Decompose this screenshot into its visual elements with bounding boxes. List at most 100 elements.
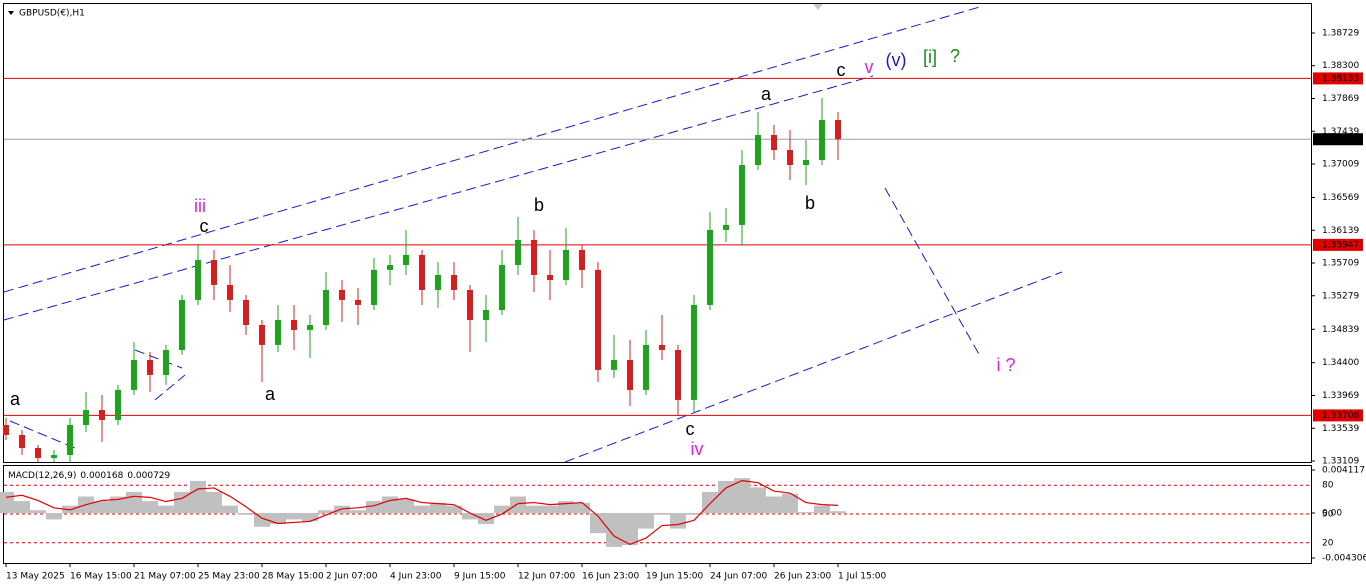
macd-panel	[3, 465, 1312, 564]
price-panel	[3, 3, 1312, 463]
candle-body	[35, 447, 41, 458]
candle-body	[691, 304, 697, 400]
macd-bar	[238, 513, 254, 515]
candle-body	[131, 359, 137, 390]
macd-bar	[14, 501, 30, 514]
macd-bar	[654, 513, 670, 515]
y-tick-label: 1.33969	[1322, 391, 1359, 401]
level-label: 1.35947	[1322, 240, 1359, 250]
candle-body	[659, 344, 665, 350]
y-tick-label: 1.38300	[1322, 61, 1359, 71]
wave-label: i ?	[996, 355, 1015, 375]
candle-body	[163, 349, 169, 375]
macd-bar	[782, 493, 798, 514]
x-tick-label: 26 Jun 23:00	[774, 572, 831, 582]
trend-line	[3, 5, 984, 293]
signal-line	[5, 480, 839, 546]
macd-bar	[206, 491, 222, 514]
macd-bar	[750, 487, 766, 514]
x-tick-label: 4 Jun 23:00	[390, 572, 442, 582]
x-tick-label: 2 Jun 07:00	[326, 572, 378, 582]
candle-body	[51, 454, 57, 458]
level-label: 1.33708	[1322, 411, 1359, 421]
symbol-title: GBPUSD(€),H1	[19, 9, 85, 19]
macd-bar	[318, 510, 334, 514]
y-tick-label: 0.00	[1322, 509, 1342, 519]
macd-bar	[766, 496, 782, 514]
macd-value: 0.000168	[80, 471, 123, 481]
candle-body	[3, 424, 9, 435]
candle-body	[643, 344, 649, 390]
candle-body	[467, 289, 473, 320]
y-tick-label: 1.34839	[1322, 325, 1359, 335]
level-label-box	[1313, 238, 1363, 251]
trend-line	[9, 420, 76, 449]
candle-body	[707, 229, 713, 305]
level-label: 1.38133	[1322, 74, 1359, 84]
trend-line	[564, 271, 1063, 463]
candle-body	[435, 274, 441, 290]
macd-bar	[414, 505, 430, 514]
trend-line	[154, 374, 186, 401]
macd-bar	[494, 505, 510, 514]
wave-label: (v)	[886, 50, 907, 70]
y-tick-label: 1.37869	[1322, 94, 1359, 104]
macd-bar	[254, 513, 270, 527]
macd-bar	[0, 491, 14, 514]
macd-bar	[382, 496, 398, 514]
level-label: 50	[1322, 510, 1334, 520]
x-tick-label: 1 Jul 15:00	[838, 572, 887, 582]
candle-body	[147, 359, 153, 375]
candle-body	[227, 284, 233, 300]
candle-body	[515, 239, 521, 265]
candle-body	[771, 134, 777, 150]
wave-label: c	[200, 216, 209, 236]
macd-bar	[398, 499, 414, 514]
y-tick-label: 0.004117	[1322, 466, 1365, 476]
current-price-label: 1.37334	[1322, 135, 1359, 145]
y-tick-label: 1.33539	[1322, 424, 1359, 434]
candle-body	[531, 239, 537, 275]
candle-body	[291, 319, 297, 330]
macd-bar	[814, 505, 830, 514]
macd-bar	[478, 513, 494, 525]
candle-body	[803, 159, 809, 165]
x-tick-label: 25 May 23:00	[198, 572, 260, 582]
macd-bar	[542, 505, 558, 514]
macd-bar	[622, 513, 638, 546]
candle-body	[627, 359, 633, 390]
wave-label: b	[805, 193, 815, 213]
y-tick-label: -0.004306	[1322, 554, 1366, 564]
trend-line	[134, 349, 183, 369]
macd-bar	[430, 502, 446, 514]
candle-body	[275, 319, 281, 345]
y-tick-label: 1.33109	[1322, 457, 1359, 467]
y-tick-label: 1.35709	[1322, 259, 1359, 269]
candle-body	[339, 289, 345, 300]
candle-body	[195, 259, 201, 300]
trend-line	[3, 75, 874, 321]
candle-body	[835, 119, 841, 140]
wave-label: c	[686, 419, 695, 439]
menu-arrow	[8, 11, 14, 15]
macd-bar	[126, 491, 142, 514]
wave-label: a	[265, 384, 276, 404]
macd-bar	[174, 491, 190, 514]
candle-body	[819, 119, 825, 160]
x-tick-label: 13 May 2025	[6, 572, 65, 582]
wave-label: c	[837, 60, 846, 80]
macd-bar	[30, 510, 46, 514]
candle-body	[99, 409, 105, 420]
x-tick-label: 28 May 15:00	[262, 572, 324, 582]
wave-label: a	[10, 389, 21, 409]
macd-bar	[638, 513, 654, 529]
macd-bar	[686, 513, 702, 515]
macd-bar	[94, 501, 110, 514]
macd-bar	[350, 510, 366, 514]
candle-body	[723, 224, 729, 230]
current-price-box	[1313, 133, 1363, 146]
candle-body	[179, 299, 185, 350]
trend-line	[884, 187, 981, 357]
macd-bar	[366, 501, 382, 514]
